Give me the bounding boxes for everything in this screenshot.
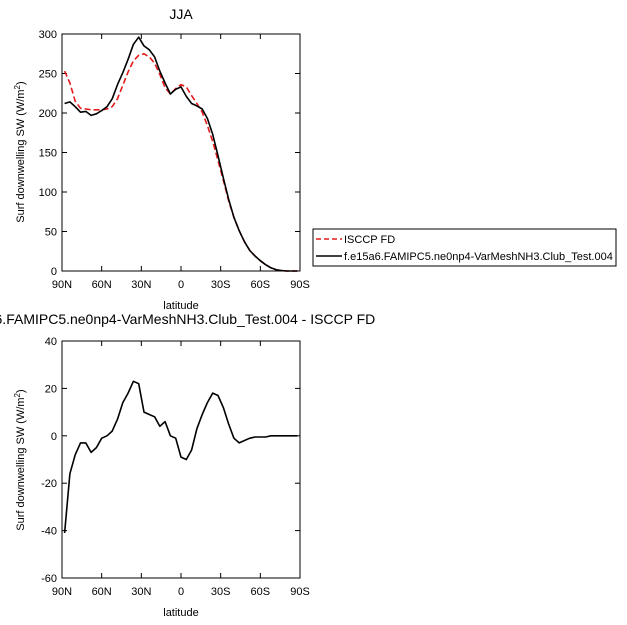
bottom-chart-title: a6.FAMIPC5.ne0np4-VarMeshNH3.Club_Test.0… [0, 311, 375, 327]
top-x-tick-label: 90N [52, 279, 72, 291]
top-x-tick-label: 30S [211, 279, 231, 291]
bottom-x-tick-label: 90N [52, 586, 72, 598]
bottom-y-tick-label: 0 [51, 431, 57, 443]
top-y-tick-label: 0 [51, 266, 57, 278]
top-x-tick-label: 0 [178, 279, 184, 291]
legend-isccp-label: ISCCP FD [344, 234, 395, 246]
legend-model-label: f.e15a6.FAMIPC5.ne0np4-VarMeshNH3.Club_T… [344, 251, 613, 263]
bottom-x-tick-label: 90S [290, 586, 310, 598]
top-x-axis-label: latitude [163, 300, 198, 312]
top-plot-frame [61, 33, 301, 272]
bottom-plot-frame [61, 340, 301, 579]
top-x-axis-ticks: 90N 60N 30N 0 30S 60S 90S [52, 34, 310, 291]
top-y-tick-label: 250 [39, 69, 57, 81]
top-x-tick-label: 60S [251, 279, 271, 291]
top-y-tick-label: 300 [39, 29, 57, 41]
legend-box [312, 228, 617, 267]
top-y-tick-label: 50 [45, 227, 57, 239]
bottom-y-tick-label: 40 [45, 336, 57, 348]
top-y-tick-label: 100 [39, 187, 57, 199]
bottom-y-tick-label: 20 [45, 383, 57, 395]
bottom-panel: a6.FAMIPC5.ne0np4-VarMeshNH3.Club_Test.0… [0, 311, 375, 619]
bottom-series-group [63, 380, 298, 534]
bottom-y-axis-ticks: -60 -40 -20 0 20 40 [41, 336, 300, 585]
bottom-x-tick-label: 60S [251, 586, 271, 598]
bottom-x-tick-label: 0 [178, 586, 184, 598]
bottom-series-line-0 [63, 380, 298, 534]
top-x-tick-label: 90S [290, 279, 310, 291]
top-series-line-1 [64, 36, 298, 272]
bottom-y-tick-label: -60 [41, 573, 57, 585]
bottom-x-axis-ticks: 90N 60N 30N 0 30S 60S 90S [52, 341, 310, 598]
top-y-axis-ticks: 0 50 100 150 200 250 300 [39, 29, 300, 278]
top-x-tick-label: 60N [92, 279, 112, 291]
legend: ISCCP FD f.e15a6.FAMIPC5.ne0np4-VarMeshN… [312, 228, 617, 267]
top-series-group [63, 36, 298, 272]
top-chart-title: JJA [169, 6, 193, 22]
top-x-tick-label: 30N [131, 279, 151, 291]
bottom-y-tick-label: -40 [41, 526, 57, 538]
top-y-tick-label: 150 [39, 148, 57, 160]
bottom-x-tick-label: 60N [92, 586, 112, 598]
bottom-x-tick-label: 30S [211, 586, 231, 598]
top-y-axis-label: Surf downwelling SW (W/m2) [13, 81, 27, 222]
bottom-y-axis-label: Surf downwelling SW (W/m2) [13, 389, 27, 530]
bottom-x-tick-label: 30N [131, 586, 151, 598]
bottom-y-tick-label: -20 [41, 478, 57, 490]
bottom-x-axis-label: latitude [163, 607, 198, 619]
top-y-tick-label: 200 [39, 108, 57, 120]
